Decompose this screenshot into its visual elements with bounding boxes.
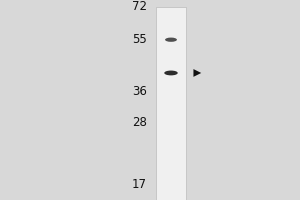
Text: 17: 17 (132, 178, 147, 191)
Text: 72: 72 (132, 0, 147, 13)
Text: 55: 55 (132, 33, 147, 46)
Ellipse shape (165, 38, 177, 42)
Ellipse shape (164, 71, 178, 75)
Text: 28: 28 (132, 116, 147, 129)
Text: 36: 36 (132, 85, 147, 98)
Bar (156, 7, 186, 200)
